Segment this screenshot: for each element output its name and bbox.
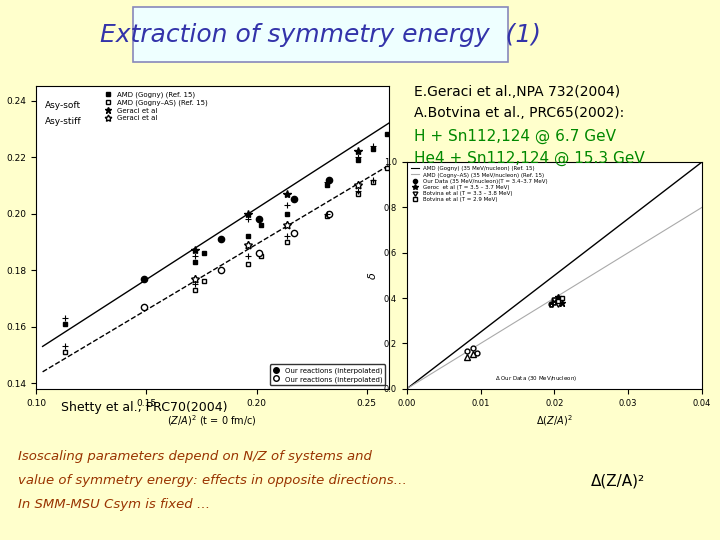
Text: A.Botvina et al., PRC65(2002):: A.Botvina et al., PRC65(2002): [414,106,624,120]
Text: H + Sn112,124 @ 6.7 GeV: H + Sn112,124 @ 6.7 GeV [414,129,616,144]
Text: Shetty et al., PRC70(2004): Shetty et al., PRC70(2004) [61,401,228,414]
Text: $\Delta$ Our Data (30 MeV/nucleon): $\Delta$ Our Data (30 MeV/nucleon) [495,374,577,383]
Text: Δ(Z/A)²: Δ(Z/A)² [590,473,644,488]
X-axis label: $\Delta(Z/A)^2$: $\Delta(Z/A)^2$ [536,413,572,428]
Text: Extraction of symmetry energy  (1): Extraction of symmetry energy (1) [100,23,541,46]
Y-axis label: $\delta$: $\delta$ [366,271,378,280]
Text: Asy-soft: Asy-soft [45,100,81,110]
Legend: Our reactions (interpolated), Our reactions (interpolated): Our reactions (interpolated), Our reacti… [270,364,385,386]
X-axis label: $(Z/A)^2$ (t = 0 fm/c): $(Z/A)^2$ (t = 0 fm/c) [168,413,257,428]
Text: He4 + Sn112,124 @ 15.3 GeV: He4 + Sn112,124 @ 15.3 GeV [414,151,644,166]
Text: Isoscaling parameters depend on N/Z of systems and: Isoscaling parameters depend on N/Z of s… [18,450,372,463]
Text: value of symmetry energy: effects in opposite directions…: value of symmetry energy: effects in opp… [18,474,407,487]
Text: E.Geraci et al.,NPA 732(2004): E.Geraci et al.,NPA 732(2004) [414,85,620,99]
Legend: AMD (Gogny) (35 MeV/nucleon) (Ref. 15), AMD (Cogny–AS) (35 MeV/nucleon) (Ref. 15: AMD (Gogny) (35 MeV/nucleon) (Ref. 15), … [410,165,549,204]
FancyBboxPatch shape [133,7,508,62]
Text: Asy-stiff: Asy-stiff [45,118,81,126]
Text: In SMM-MSU Csym is fixed …: In SMM-MSU Csym is fixed … [18,498,210,511]
